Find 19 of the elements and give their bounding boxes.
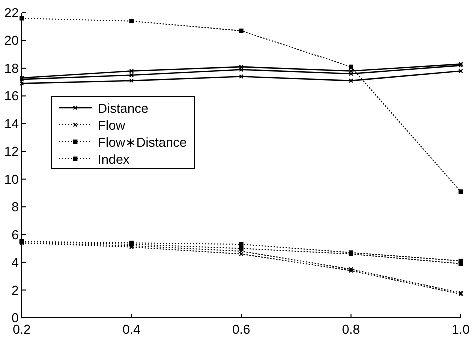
legend-label: Index [98,152,130,167]
y-tick-label: 12 [4,144,19,160]
y-tick-label: 2 [12,282,19,298]
legend-label: Flow [98,118,126,133]
x-tick-label: 0.4 [122,322,141,337]
y-tick-label: 18 [4,60,19,76]
x-tick-label: 0.8 [342,322,360,337]
y-tick-label: 6 [12,227,19,242]
legend-label: Flow∗Distance [98,135,188,150]
legend-label: Distance [98,101,149,116]
y-tick-label: 10 [4,172,19,187]
y-tick-label: 22 [4,6,19,20]
y-tick-label: 4 [12,255,19,270]
x-tick-label: 0.6 [232,322,251,337]
y-tick-label: 8 [12,200,19,215]
y-tick-label: 20 [4,33,19,48]
y-tick-label: 16 [4,88,19,104]
x-tick-label: 1.0 [452,322,470,337]
y-tick-label: 14 [4,116,19,132]
